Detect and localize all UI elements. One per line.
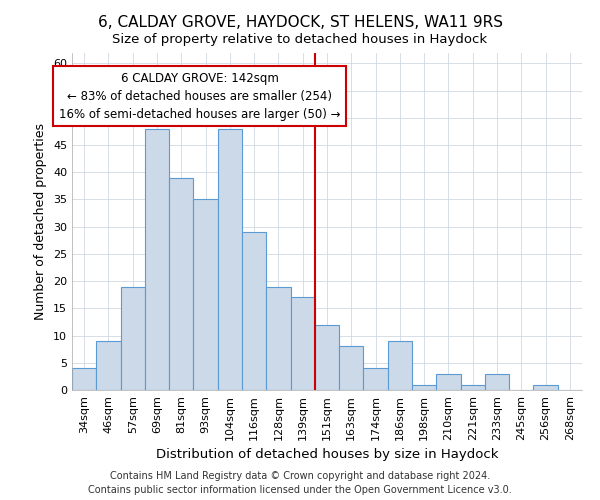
X-axis label: Distribution of detached houses by size in Haydock: Distribution of detached houses by size … — [156, 448, 498, 461]
Bar — [533, 384, 558, 390]
Bar — [72, 368, 96, 390]
Bar — [364, 368, 388, 390]
Bar — [266, 286, 290, 390]
Bar — [242, 232, 266, 390]
Bar — [145, 128, 169, 390]
Bar — [388, 341, 412, 390]
Bar — [461, 384, 485, 390]
Bar — [96, 341, 121, 390]
Bar — [436, 374, 461, 390]
Bar — [290, 298, 315, 390]
Bar — [193, 200, 218, 390]
Bar — [121, 286, 145, 390]
Text: Contains HM Land Registry data © Crown copyright and database right 2024.
Contai: Contains HM Land Registry data © Crown c… — [88, 471, 512, 495]
Bar — [485, 374, 509, 390]
Text: Size of property relative to detached houses in Haydock: Size of property relative to detached ho… — [112, 32, 488, 46]
Bar — [315, 324, 339, 390]
Text: 6, CALDAY GROVE, HAYDOCK, ST HELENS, WA11 9RS: 6, CALDAY GROVE, HAYDOCK, ST HELENS, WA1… — [97, 15, 503, 30]
Bar — [218, 128, 242, 390]
Bar — [339, 346, 364, 390]
Y-axis label: Number of detached properties: Number of detached properties — [34, 122, 47, 320]
Bar — [169, 178, 193, 390]
Text: 6 CALDAY GROVE: 142sqm
← 83% of detached houses are smaller (254)
16% of semi-de: 6 CALDAY GROVE: 142sqm ← 83% of detached… — [59, 72, 340, 120]
Bar — [412, 384, 436, 390]
